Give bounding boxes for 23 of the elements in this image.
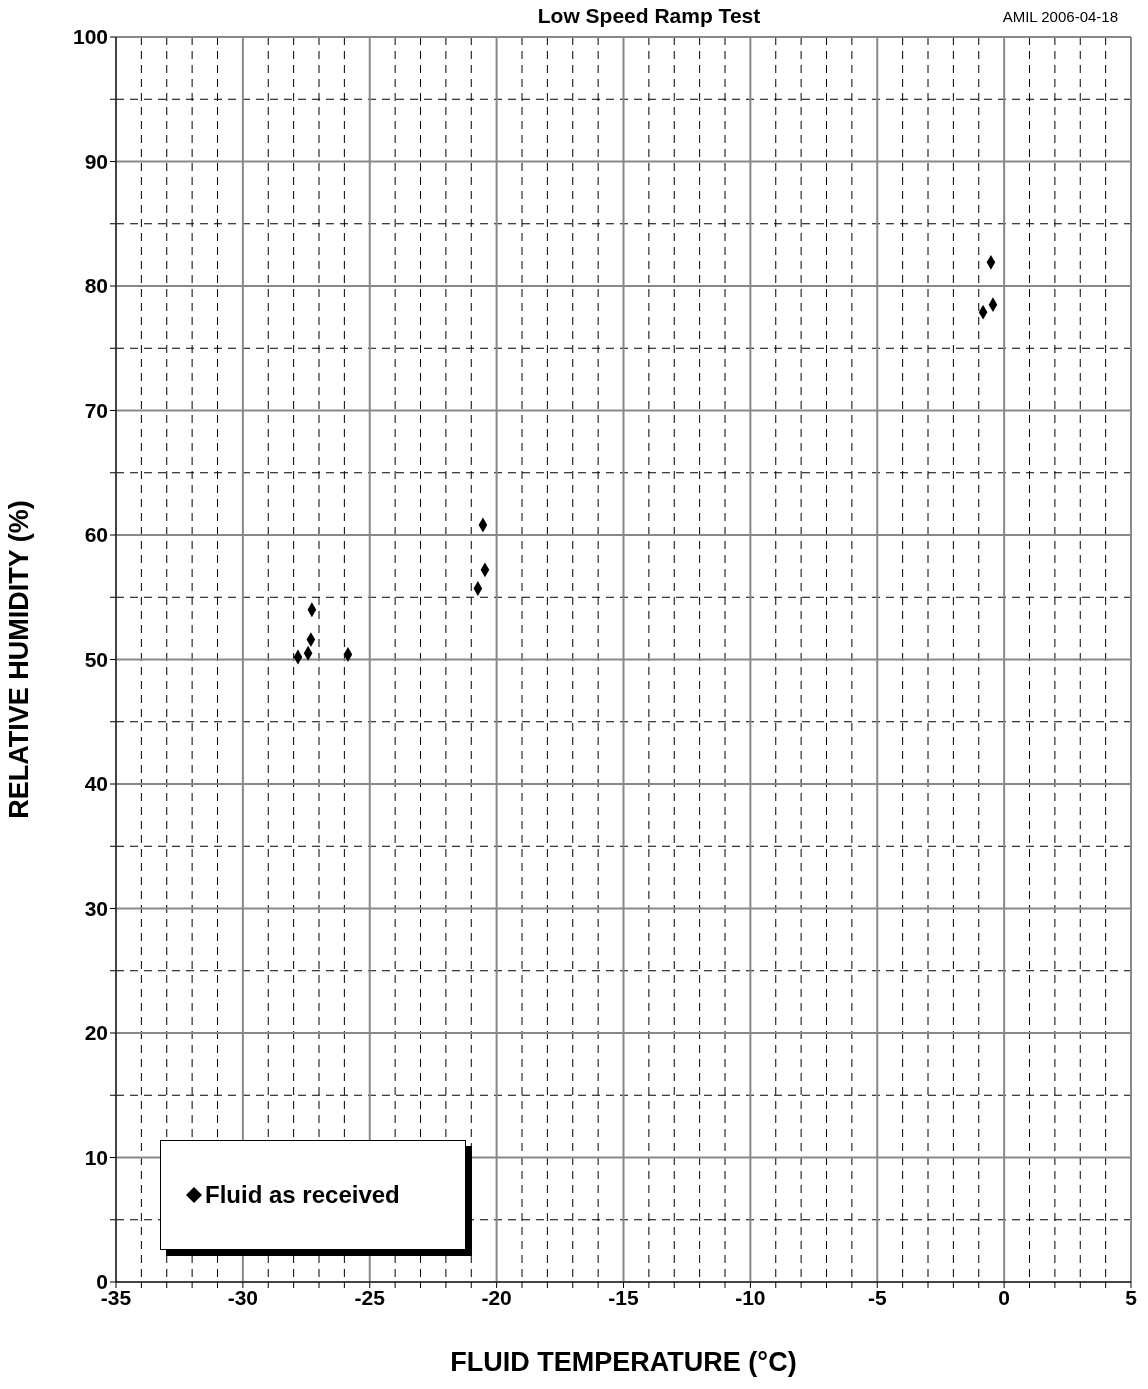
y-tick-label: 40 bbox=[84, 772, 108, 796]
y-tick-label: 70 bbox=[84, 398, 108, 422]
x-tick-label: -25 bbox=[354, 1285, 386, 1309]
y-tick-label: 50 bbox=[84, 647, 108, 671]
y-tick-label: 10 bbox=[84, 1145, 108, 1169]
x-tick-label: 5 bbox=[1125, 1285, 1138, 1309]
y-tick-label: 80 bbox=[84, 274, 108, 298]
y-axis-title: RELATIVE HUMIDITY (%) bbox=[3, 500, 34, 819]
x-tick-label: -10 bbox=[735, 1285, 766, 1309]
y-tick-label: 60 bbox=[84, 523, 108, 547]
y-tick-label: 20 bbox=[84, 1021, 108, 1045]
chart-title: Low Speed Ramp Test bbox=[537, 4, 761, 27]
x-tick-label: -20 bbox=[481, 1285, 512, 1309]
x-tick-label: 0 bbox=[998, 1285, 1010, 1309]
x-tick-label: -30 bbox=[227, 1285, 259, 1309]
y-tick-label: 90 bbox=[84, 149, 108, 173]
legend-label: Fluid as received bbox=[205, 1181, 400, 1209]
x-tick-label: -5 bbox=[867, 1285, 887, 1309]
x-axis-title: FLUID TEMPERATURE (°C) bbox=[450, 1347, 797, 1377]
y-tick-label: 100 bbox=[72, 25, 108, 49]
y-tick-label: 30 bbox=[84, 896, 108, 920]
x-tick-label: -15 bbox=[608, 1285, 639, 1309]
text: AMIL 2006-04-18 bbox=[1002, 8, 1118, 25]
